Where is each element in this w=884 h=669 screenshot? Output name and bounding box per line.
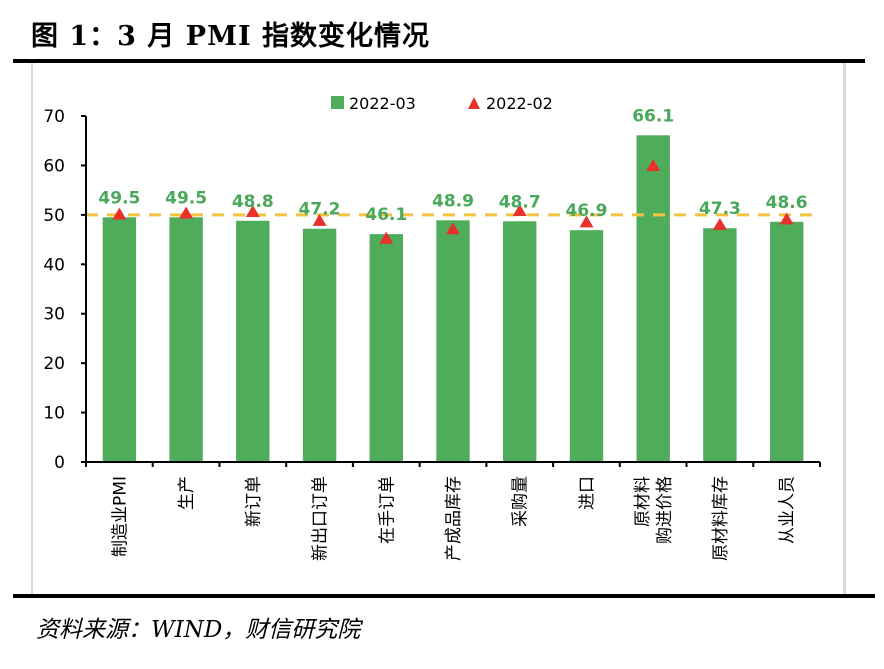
marker-2022-02	[712, 217, 727, 230]
x-tick-label: 新订单	[244, 476, 264, 527]
legend-label-2022-02: 2022-02	[486, 94, 553, 113]
legend-swatch-2022-03	[331, 96, 344, 109]
x-tick-label: 原材料库存	[711, 476, 731, 561]
bar-2022-03	[770, 221, 804, 462]
y-tick-label: 60	[43, 156, 65, 176]
y-tick-label: 70	[43, 107, 65, 127]
x-tick-label: 原材料	[633, 476, 653, 527]
x-tick-label: 产成品库存	[444, 476, 464, 561]
bar-2022-03	[369, 234, 403, 462]
bar-2022-03	[503, 221, 537, 462]
x-tick-label: 生产	[177, 476, 197, 510]
bar-2022-03	[436, 220, 470, 462]
data-label-2022-03: 48.6	[766, 193, 808, 213]
bar-2022-03	[703, 228, 737, 462]
legend-label-2022-03: 2022-03	[349, 94, 416, 113]
data-label-2022-03: 47.3	[699, 199, 741, 219]
marker-2022-02	[579, 215, 594, 228]
data-label-2022-03: 49.5	[165, 188, 207, 208]
data-label-2022-03: 48.7	[499, 192, 541, 212]
source-note: 资料来源：WIND，财信研究院	[36, 617, 361, 643]
legend-marker-2022-02	[468, 97, 480, 109]
bar-2022-03	[102, 217, 137, 462]
x-tick-label: 进口	[578, 476, 598, 510]
marker-2022-02	[446, 222, 460, 235]
bar-2022-03	[169, 217, 203, 462]
marker-2022-02	[245, 205, 260, 217]
bar-2022-03	[236, 220, 270, 462]
marker-2022-02	[512, 204, 527, 217]
x-tick-label: 在手订单	[377, 476, 397, 544]
y-tick-label: 30	[43, 305, 65, 325]
data-label-2022-03: 49.5	[98, 188, 140, 208]
bar-2022-03	[302, 228, 337, 462]
marker-2022-02	[179, 206, 194, 219]
y-tick-label: 40	[43, 255, 65, 275]
y-tick-label: 20	[43, 354, 65, 374]
bar-2022-03	[569, 230, 604, 462]
top-rule	[13, 59, 865, 63]
marker-2022-02	[779, 212, 794, 225]
data-label-2022-03: 46.9	[566, 201, 608, 221]
data-label-2022-03: 48.9	[432, 191, 474, 211]
data-label-2022-03: 46.1	[365, 205, 407, 225]
y-tick-label: 10	[43, 404, 65, 424]
data-label-2022-03: 48.8	[232, 192, 274, 212]
y-tick-label: 50	[43, 206, 65, 226]
x-tick-label: 购进价格	[655, 476, 675, 544]
data-label-2022-03: 47.2	[299, 200, 341, 220]
bar-2022-03	[636, 135, 670, 463]
marker-2022-02	[112, 207, 127, 220]
marker-2022-02	[646, 159, 661, 172]
x-tick-label: 采购量	[511, 476, 531, 527]
marker-2022-02	[379, 231, 394, 244]
x-tick-label: 从业人员	[778, 476, 798, 544]
x-tick-label: 制造业PMI	[110, 476, 130, 557]
x-tick-label: 新出口订单	[311, 476, 331, 561]
data-label-2022-03: 66.1	[632, 106, 674, 126]
bottom-rule	[13, 594, 875, 598]
legend: 2022-03 2022-02	[331, 94, 553, 113]
figure-title: 图 1：3 月 PMI 指数变化情况	[31, 21, 430, 52]
y-tick-label: 0	[54, 453, 65, 473]
marker-2022-02	[312, 213, 327, 226]
